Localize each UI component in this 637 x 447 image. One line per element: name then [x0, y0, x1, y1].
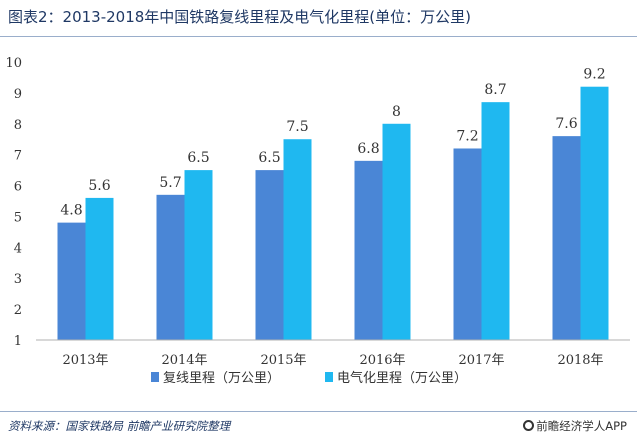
data-label: 6.5	[187, 150, 209, 166]
x-tick-label: 2017年	[458, 353, 504, 368]
bar-series-1	[255, 170, 284, 340]
y-tick-label: 4	[14, 241, 22, 256]
data-label: 6.5	[258, 150, 280, 166]
y-axis: 1 2 3 4 5 6 7 8 9 10	[5, 56, 22, 349]
x-tick-label: 2013年	[62, 353, 108, 368]
bar-series-2	[481, 102, 510, 341]
data-label: 8.7	[484, 82, 506, 98]
y-tick-label: 9	[14, 87, 22, 102]
legend: 复线里程（万公里） 电气化里程（万公里）	[151, 370, 467, 386]
y-tick-label: 8	[14, 118, 22, 133]
legend-swatch	[325, 372, 333, 382]
data-label: 7.6	[555, 116, 577, 132]
bar-series-2	[283, 139, 312, 340]
data-label: 5.7	[159, 175, 181, 191]
x-tick-label: 2015年	[260, 353, 306, 368]
legend-label: 复线里程（万公里）	[163, 371, 280, 386]
footer-divider	[0, 411, 637, 412]
bar-series-1	[453, 148, 482, 340]
x-axis: 2013年 2014年 2015年 2016年 2017年 2018年	[36, 339, 630, 368]
bar-series-1	[354, 160, 383, 340]
bar-series-2	[580, 86, 609, 340]
data-label: 7.5	[286, 119, 308, 135]
y-tick-label: 10	[5, 56, 22, 71]
brand-logo-icon	[523, 420, 535, 431]
y-tick-label: 1	[14, 334, 22, 349]
data-label: 9.2	[583, 67, 605, 83]
data-label: 6.8	[357, 141, 379, 157]
bar-series-1	[57, 222, 86, 340]
legend-swatch	[151, 372, 159, 382]
x-tick-label: 2014年	[161, 353, 207, 368]
y-tick-label: 3	[14, 272, 22, 287]
bar-series-2	[382, 123, 411, 341]
data-label: 8	[392, 104, 401, 120]
brand-text: 前瞻经济学人APP	[536, 419, 627, 433]
source-note: 资料来源：国家铁路局 前瞻产业研究院整理	[8, 419, 231, 433]
y-tick-label: 5	[14, 210, 22, 225]
y-tick-label: 7	[14, 149, 22, 164]
title-divider	[0, 36, 637, 37]
bar-series-2	[184, 170, 213, 340]
y-tick-label: 6	[14, 180, 22, 195]
x-tick-label: 2018年	[557, 353, 603, 368]
data-label: 5.6	[88, 178, 110, 194]
bar-series-1	[156, 194, 185, 340]
brand-label: 前瞻经济学人APP	[523, 418, 627, 434]
bar-series-2	[85, 197, 114, 340]
x-tick-label: 2016年	[359, 353, 405, 368]
y-tick-label: 2	[14, 303, 22, 318]
bar-series-group: 4.8 5.6 5.7 6.5 6.5 7.5 6.8 8 7.2 8.7 7.6 9.2	[57, 67, 609, 341]
data-label: 7.2	[456, 128, 478, 144]
bar-series-1	[552, 136, 581, 340]
legend-label: 电气化里程（万公里）	[337, 370, 467, 386]
data-label: 4.8	[60, 203, 82, 219]
chart-title: 图表2：2013-2018年中国铁路复线里程及电气化里程(单位：万公里)	[8, 8, 472, 26]
